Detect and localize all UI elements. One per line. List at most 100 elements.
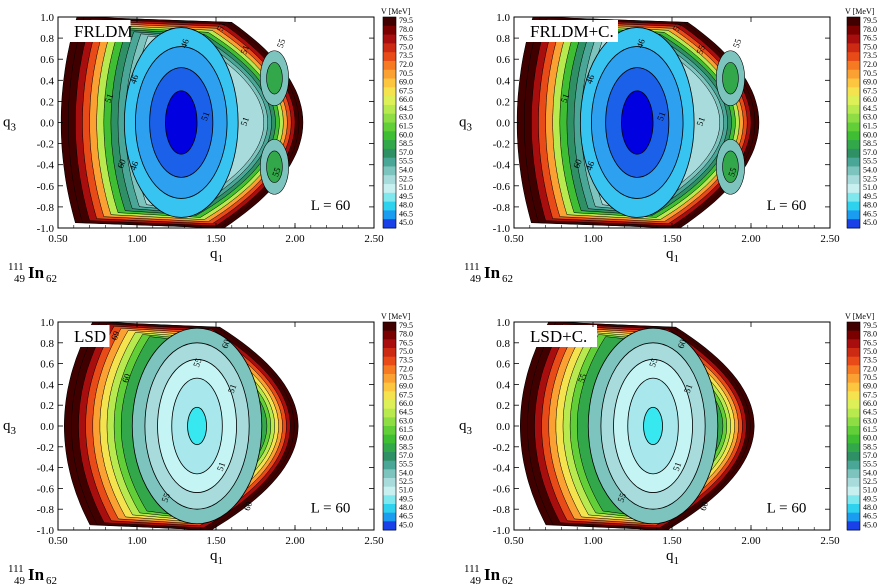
x-tick-label: 2.50 bbox=[364, 535, 384, 547]
colorbar-swatch bbox=[847, 460, 860, 470]
colorbar-level: 79.5 bbox=[399, 321, 413, 330]
colorbar-level: 67.5 bbox=[863, 86, 877, 95]
colorbar-level: 67.5 bbox=[863, 390, 877, 399]
colorbar-level: 79.5 bbox=[863, 16, 877, 25]
colorbar-level: 49.5 bbox=[863, 494, 877, 503]
l-annotation: L = 60 bbox=[311, 500, 351, 516]
colorbar-level: 78.0 bbox=[863, 25, 877, 34]
colorbar-swatch bbox=[847, 512, 860, 522]
colorbar-swatch bbox=[847, 374, 860, 384]
colorbar-level: 73.5 bbox=[399, 356, 413, 365]
colorbar-level: 54.0 bbox=[399, 468, 413, 477]
contour-label: 51 bbox=[199, 110, 211, 122]
colorbar-swatch bbox=[847, 408, 860, 418]
colorbar-swatch bbox=[847, 104, 860, 115]
colorbar-swatch bbox=[847, 25, 860, 36]
colorbar-frame bbox=[382, 321, 397, 531]
colorbar-level: 45.0 bbox=[399, 218, 413, 227]
colorbar-level: 70.5 bbox=[863, 373, 877, 382]
y-tick-label: -0.8 bbox=[37, 504, 55, 516]
colorbar-swatch bbox=[847, 322, 860, 332]
colorbar-level: 51.0 bbox=[399, 486, 413, 495]
contour-label: 55 bbox=[270, 166, 283, 178]
colorbar-level: 52.5 bbox=[863, 477, 877, 486]
contour-label: 51 bbox=[215, 21, 227, 33]
y-tick-label: -1.0 bbox=[493, 223, 511, 235]
colorbar-swatch bbox=[847, 184, 860, 194]
contour-label: 55 bbox=[191, 356, 204, 368]
y-tick-label: -1.0 bbox=[37, 525, 55, 537]
colorbar-swatch bbox=[847, 495, 860, 505]
colorbar-level: 54.0 bbox=[863, 468, 877, 477]
colorbar-swatch bbox=[383, 131, 396, 141]
colorbar-swatch bbox=[383, 166, 396, 176]
y-tick-label: 0.4 bbox=[40, 75, 54, 87]
x-tick-label: 1.00 bbox=[583, 535, 603, 547]
contour-label: 51 bbox=[695, 116, 707, 128]
y-tick-label: 0.0 bbox=[496, 421, 510, 433]
y-tick-label: 0.6 bbox=[40, 54, 54, 66]
colorbar-level: 72.0 bbox=[399, 60, 413, 69]
contour-label: 51 bbox=[655, 110, 667, 122]
nucleus-mass: 111 bbox=[8, 261, 24, 273]
colorbar-swatch bbox=[383, 34, 396, 44]
colorbar-level: 60.0 bbox=[863, 130, 877, 139]
colorbar-swatch bbox=[847, 443, 860, 453]
colorbar-level: 45.0 bbox=[863, 520, 877, 529]
colorbar-level: 70.5 bbox=[863, 69, 877, 78]
contour-label: 55 bbox=[160, 491, 173, 503]
panel-title: LSD bbox=[74, 327, 106, 346]
colorbar-swatch bbox=[847, 521, 860, 531]
colorbar-swatch bbox=[383, 434, 396, 444]
l-annotation: L = 60 bbox=[311, 198, 351, 214]
y-tick-label: 0.8 bbox=[496, 33, 510, 45]
x-tick-label: 0.50 bbox=[48, 535, 68, 547]
colorbar-level: 79.5 bbox=[399, 16, 413, 25]
x-tick-label: 1.50 bbox=[206, 233, 226, 245]
y-tick-label: -0.4 bbox=[37, 463, 55, 475]
contour-label: 51 bbox=[226, 383, 238, 395]
colorbar-swatch bbox=[383, 443, 396, 453]
contour-label: 46 bbox=[128, 73, 141, 85]
colorbar-swatch bbox=[847, 330, 860, 340]
colorbar-swatch bbox=[847, 52, 860, 62]
colorbar-level: 51.0 bbox=[863, 486, 877, 495]
contour-label: 51 bbox=[215, 461, 227, 473]
y-tick-label: 0.0 bbox=[40, 118, 54, 130]
colorbar-swatch bbox=[383, 43, 396, 53]
panel-title: LSD+C. bbox=[530, 327, 587, 346]
colorbar-level: 66.0 bbox=[399, 399, 413, 408]
colorbar-level: 52.5 bbox=[863, 174, 877, 183]
colorbar-swatch bbox=[383, 356, 396, 366]
contour-label: 51 bbox=[559, 92, 571, 104]
colorbar-swatch bbox=[383, 495, 396, 505]
colorbar-level: 58.5 bbox=[863, 442, 877, 451]
y-tick-label: -1.0 bbox=[37, 223, 55, 235]
colorbar-frame bbox=[382, 16, 397, 229]
nucleus-charge: 49 bbox=[14, 273, 26, 285]
colorbar-level: 55.5 bbox=[863, 460, 877, 469]
x-tick-label: 1.00 bbox=[127, 535, 147, 547]
secondary-basin bbox=[266, 62, 283, 95]
colorbar-swatch bbox=[383, 104, 396, 115]
x-tick-label: 1.00 bbox=[127, 233, 147, 245]
nucleus-charge: 49 bbox=[470, 575, 482, 585]
colorbar: V [MeV]79.578.076.575.073.572.070.569.06… bbox=[381, 312, 413, 531]
y-axis-label: q3 bbox=[459, 418, 473, 437]
colorbar-level: 78.0 bbox=[399, 330, 413, 339]
secondary-basin bbox=[722, 150, 739, 183]
colorbar-level: 57.0 bbox=[399, 148, 413, 157]
colorbar-swatch bbox=[383, 122, 396, 132]
colorbar-swatch bbox=[847, 148, 860, 159]
x-tick-label: 1.50 bbox=[206, 535, 226, 547]
x-axis-label: q1 bbox=[210, 548, 223, 567]
y-tick-label: -0.8 bbox=[37, 202, 55, 214]
nucleus-neutrons: 62 bbox=[46, 273, 57, 285]
y-tick-label: -0.2 bbox=[37, 442, 54, 454]
colorbar-level: 70.5 bbox=[399, 373, 413, 382]
y-tick-label: 0.0 bbox=[496, 118, 510, 130]
colorbar-swatch bbox=[383, 157, 396, 167]
contour-label: 60 bbox=[698, 500, 711, 512]
colorbar-level: 57.0 bbox=[863, 451, 877, 460]
y-tick-label: -0.6 bbox=[493, 483, 511, 495]
